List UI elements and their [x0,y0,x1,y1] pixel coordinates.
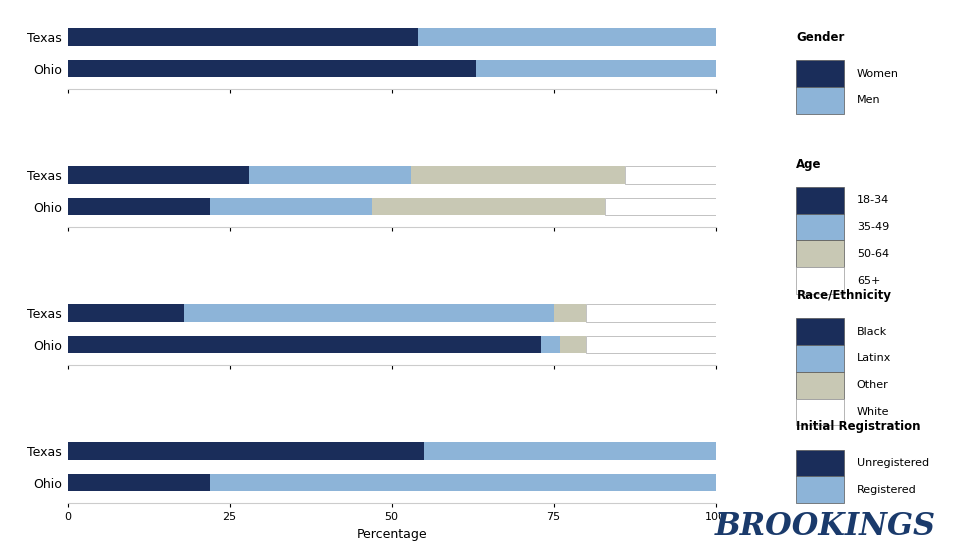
Bar [476,60,716,77]
Bar [796,187,844,213]
Text: White: White [857,407,890,417]
Bar [796,345,844,372]
Text: 18-34: 18-34 [857,195,889,205]
Bar [372,198,605,216]
Bar [796,399,844,426]
Bar [68,304,184,322]
Text: 50-64: 50-64 [857,249,889,259]
Text: 65+: 65+ [857,276,880,286]
Text: Men: Men [857,95,880,106]
Bar [796,87,844,114]
Bar [586,304,716,322]
Bar [796,372,844,399]
Text: Unregistered: Unregistered [857,458,929,468]
Bar [796,318,844,345]
Bar [68,28,418,45]
Bar [68,198,210,216]
Bar [796,476,844,503]
Bar [68,166,249,184]
Bar [605,198,716,216]
X-axis label: Percentage: Percentage [356,528,427,541]
Bar [540,336,560,353]
Text: Race/Ethnicity: Race/Ethnicity [796,289,892,302]
Bar [418,28,716,45]
Bar [796,240,844,267]
Bar [68,60,476,77]
Bar [210,198,372,216]
Bar [796,60,844,87]
Bar [68,443,424,460]
Text: Gender: Gender [796,31,844,44]
Bar [796,450,844,476]
Text: Black: Black [857,327,887,336]
Text: Registered: Registered [857,485,917,495]
Bar [68,474,210,491]
Text: Initial Registration: Initial Registration [796,421,921,433]
Bar [68,336,540,353]
Bar [796,213,844,240]
Bar [554,304,586,322]
Text: Women: Women [857,68,898,79]
Text: Other: Other [857,380,889,390]
Bar [796,267,844,294]
Bar [424,443,716,460]
Bar [560,336,586,353]
Bar [411,166,625,184]
Bar [184,304,554,322]
Text: BROOKINGS: BROOKINGS [715,510,936,542]
Bar [249,166,411,184]
Bar [586,336,716,353]
Text: 35-49: 35-49 [857,222,889,232]
Bar [625,166,716,184]
Text: Latinx: Latinx [857,353,891,363]
Text: Age: Age [796,158,822,171]
Bar [210,474,716,491]
